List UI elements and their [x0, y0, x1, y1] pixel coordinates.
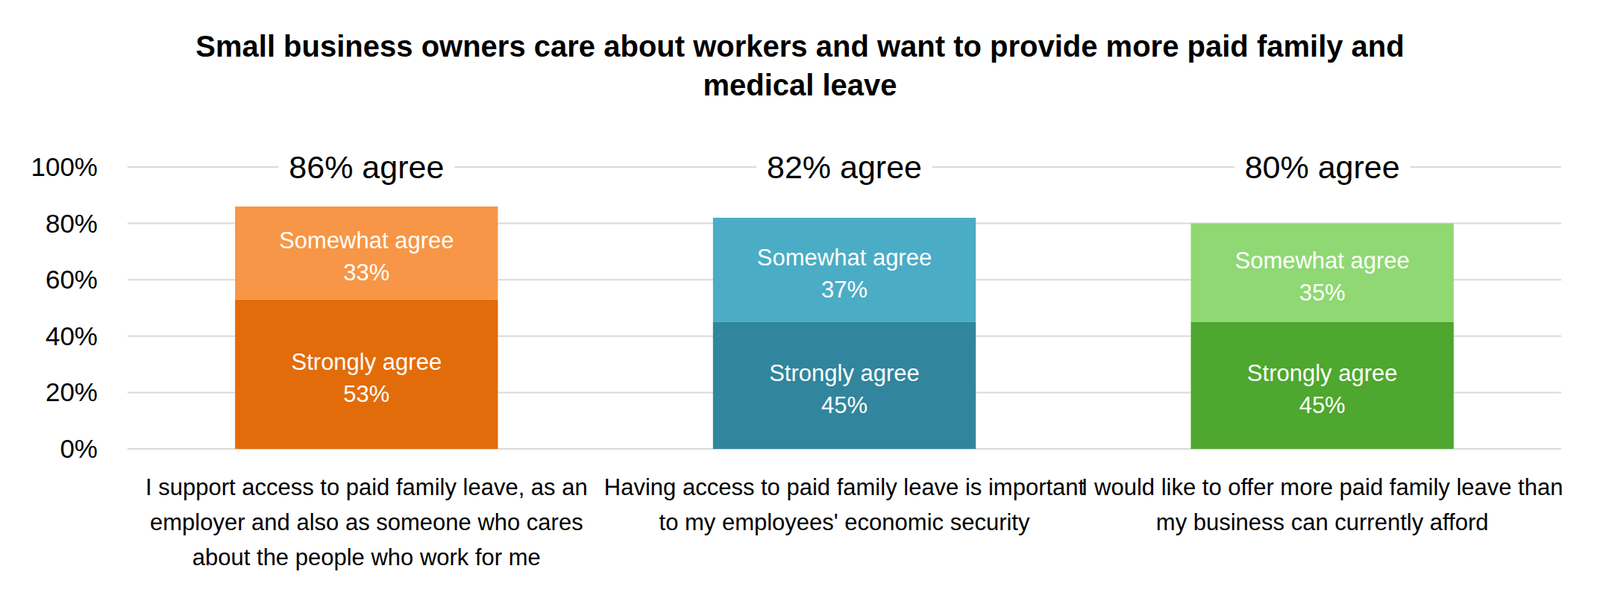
title: Small business owners care about workers…	[181, 26, 1420, 105]
bars	[234, 206, 1454, 450]
total-label: 86% agree	[288, 149, 444, 185]
total-label-bg	[1234, 149, 1411, 185]
segment-name: Somewhat agree	[757, 244, 932, 271]
category-label: I support access to paid family leave, a…	[123, 469, 609, 576]
tick-label: 40%	[45, 321, 98, 351]
tick-label: 60%	[45, 264, 98, 294]
total-label: 82% agree	[766, 149, 922, 185]
data-label: 33%	[343, 259, 390, 286]
bar-segment	[1190, 223, 1454, 323]
tick-label: 100%	[30, 152, 98, 182]
segment-name: Somewhat agree	[1234, 247, 1410, 274]
grid	[127, 167, 1562, 450]
data-label: 45%	[821, 392, 868, 419]
bar-segment	[713, 217, 976, 323]
data-label: 35%	[1299, 279, 1346, 306]
bar-segment	[234, 299, 498, 450]
data-label: 53%	[343, 381, 390, 408]
segment-name: Strongly agree	[1247, 360, 1398, 387]
segment-name: Strongly agree	[291, 349, 443, 376]
data-label: 45%	[1299, 392, 1346, 419]
total-label: 80% agree	[1244, 149, 1401, 185]
tick-label: 0%	[59, 434, 98, 464]
total-label-bg	[278, 149, 455, 185]
bar-segment	[1190, 322, 1454, 450]
bar-segment	[713, 322, 976, 450]
labels: Strongly agree 53% Somewhat agree 33% Strong…	[278, 227, 1410, 419]
segment-name: Somewhat agree	[278, 227, 454, 254]
tick-label: 20%	[45, 377, 98, 407]
tick-label: 80%	[45, 208, 98, 238]
title-box: Small business owners care about workers…	[0, 26, 1600, 105]
data-label: 37%	[821, 276, 868, 303]
segment-name: Strongly agree	[769, 360, 920, 387]
category-label: I would like to offer more paid family l…	[1080, 469, 1565, 541]
bar-segment	[234, 206, 498, 300]
category-label: Having access to paid family leave is im…	[601, 469, 1087, 541]
total-label-bg	[756, 149, 933, 185]
